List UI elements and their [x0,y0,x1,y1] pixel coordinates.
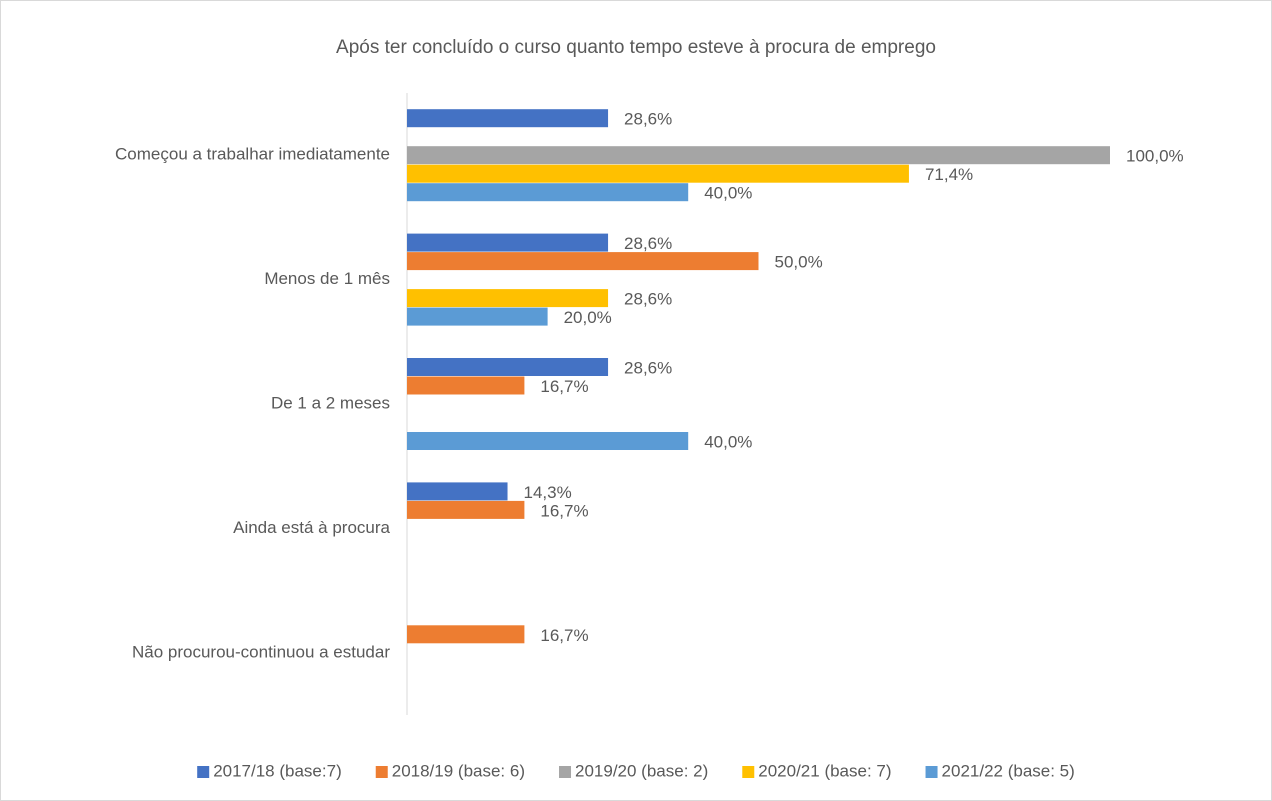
y-tick-label: Ainda está à procura [233,518,390,537]
legend-label: 2020/21 (base: 7) [758,761,891,780]
legend-swatch [742,766,755,778]
data-label: 28,6% [624,358,672,377]
data-label: 28,6% [624,234,672,253]
bar [407,146,1110,165]
bar [407,252,759,271]
data-label: 20,0% [564,308,612,327]
chart-title: Após ter concluído o curso quanto tempo … [336,37,936,58]
data-label: 16,7% [540,501,588,520]
legend-swatch [559,766,572,778]
bar [407,482,508,501]
data-label: 16,7% [540,626,588,645]
legend-label: 2019/20 (base: 2) [575,761,708,780]
y-tick-label: Menos de 1 mês [264,269,390,288]
data-label: 28,6% [624,110,672,129]
data-label: 40,0% [704,184,752,203]
bar [407,233,609,252]
legend-label: 2018/19 (base: 6) [392,761,525,780]
bar [407,500,525,519]
bar [407,164,909,183]
y-tick-label: Não procurou-continuou a estudar [132,642,390,661]
bar [407,109,609,128]
data-label: 16,7% [540,377,588,396]
y-tick-label: De 1 a 2 meses [271,393,390,412]
y-tick-label: Começou a trabalhar imediatamente [115,145,390,164]
data-label: 28,6% [624,290,672,309]
data-label: 71,4% [925,165,973,184]
data-label: 14,3% [524,483,572,502]
legend-swatch [375,766,388,778]
legend-label: 2017/18 (base:7) [213,761,342,780]
bar [407,358,609,376]
legend-swatch [197,766,210,778]
bar [407,432,689,450]
bar [407,289,609,308]
bar [407,625,525,644]
bar [407,183,689,202]
legend-label: 2021/22 (base: 5) [942,761,1075,780]
data-label: 100,0% [1126,147,1184,166]
bar [407,307,548,326]
legend-swatch [925,766,938,778]
data-label: 40,0% [704,432,752,451]
data-label: 50,0% [775,253,823,272]
bar [407,376,525,395]
